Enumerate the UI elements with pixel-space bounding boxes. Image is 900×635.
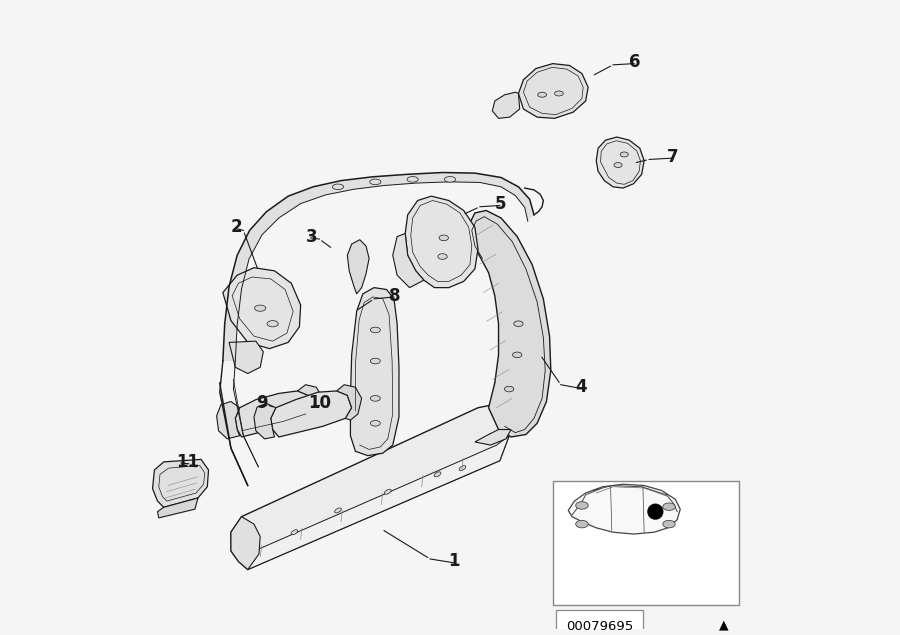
FancyBboxPatch shape bbox=[553, 481, 740, 605]
Polygon shape bbox=[492, 92, 519, 118]
Ellipse shape bbox=[267, 321, 278, 327]
Polygon shape bbox=[231, 404, 512, 570]
Text: 4: 4 bbox=[576, 378, 588, 396]
Polygon shape bbox=[392, 234, 424, 288]
Polygon shape bbox=[152, 459, 209, 507]
Text: 10: 10 bbox=[308, 394, 331, 412]
Ellipse shape bbox=[434, 472, 441, 477]
Text: 3: 3 bbox=[306, 227, 318, 246]
Polygon shape bbox=[596, 137, 644, 188]
Ellipse shape bbox=[335, 508, 341, 513]
Polygon shape bbox=[469, 210, 551, 437]
Ellipse shape bbox=[439, 235, 448, 241]
Ellipse shape bbox=[255, 305, 266, 311]
Polygon shape bbox=[223, 173, 534, 361]
Polygon shape bbox=[254, 403, 275, 439]
Ellipse shape bbox=[370, 420, 381, 426]
Text: 6: 6 bbox=[629, 53, 641, 71]
Ellipse shape bbox=[332, 184, 344, 190]
Polygon shape bbox=[231, 517, 260, 570]
Text: 2: 2 bbox=[231, 218, 243, 236]
Ellipse shape bbox=[576, 520, 589, 528]
Ellipse shape bbox=[614, 163, 622, 168]
Ellipse shape bbox=[512, 352, 522, 358]
Ellipse shape bbox=[384, 490, 392, 494]
Ellipse shape bbox=[370, 179, 381, 185]
Polygon shape bbox=[217, 401, 239, 439]
Polygon shape bbox=[235, 391, 311, 437]
Polygon shape bbox=[337, 385, 362, 420]
Ellipse shape bbox=[662, 503, 675, 511]
Ellipse shape bbox=[514, 321, 523, 326]
Text: ▲: ▲ bbox=[719, 618, 729, 631]
Circle shape bbox=[647, 504, 663, 519]
Ellipse shape bbox=[407, 177, 418, 182]
Ellipse shape bbox=[445, 177, 455, 182]
Polygon shape bbox=[223, 268, 301, 349]
Text: 7: 7 bbox=[667, 148, 679, 166]
Polygon shape bbox=[158, 498, 198, 518]
Polygon shape bbox=[475, 429, 511, 445]
Polygon shape bbox=[245, 436, 509, 570]
Polygon shape bbox=[518, 64, 589, 118]
Ellipse shape bbox=[662, 520, 675, 528]
Polygon shape bbox=[271, 391, 352, 437]
Text: 11: 11 bbox=[176, 453, 199, 471]
Text: 8: 8 bbox=[389, 287, 400, 305]
Polygon shape bbox=[350, 288, 399, 456]
Polygon shape bbox=[568, 485, 680, 534]
Text: 5: 5 bbox=[495, 195, 507, 213]
Ellipse shape bbox=[537, 92, 546, 97]
Polygon shape bbox=[298, 385, 322, 420]
Ellipse shape bbox=[459, 465, 466, 471]
Polygon shape bbox=[230, 341, 264, 373]
Text: 9: 9 bbox=[256, 394, 267, 412]
Ellipse shape bbox=[554, 91, 563, 96]
Ellipse shape bbox=[291, 530, 298, 535]
Text: 1: 1 bbox=[448, 552, 460, 570]
Ellipse shape bbox=[620, 152, 628, 157]
Ellipse shape bbox=[370, 327, 381, 333]
FancyBboxPatch shape bbox=[556, 610, 643, 635]
Ellipse shape bbox=[505, 386, 514, 392]
Polygon shape bbox=[347, 239, 369, 294]
Polygon shape bbox=[405, 196, 478, 288]
Text: 00079695: 00079695 bbox=[566, 620, 633, 633]
Ellipse shape bbox=[576, 502, 589, 509]
Ellipse shape bbox=[438, 254, 447, 259]
Ellipse shape bbox=[370, 396, 381, 401]
Ellipse shape bbox=[370, 358, 381, 364]
